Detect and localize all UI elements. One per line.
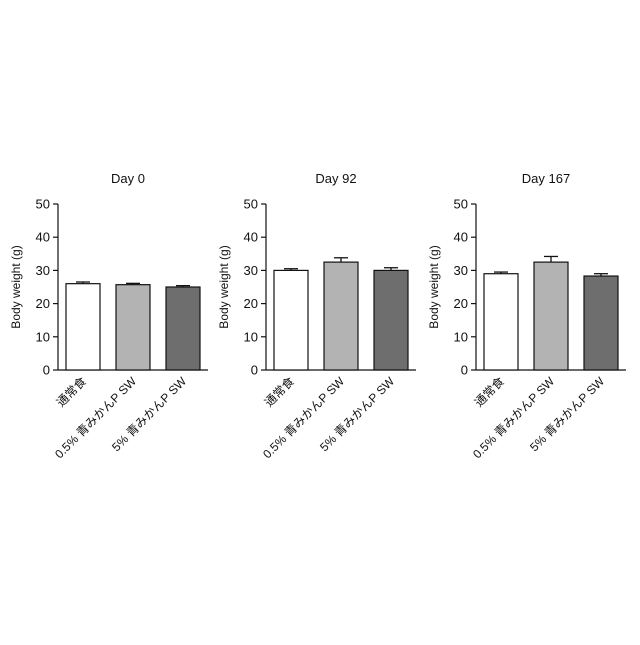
chart-panel-1: Day 92Body weight (g)01020304050通常食0.5% … [217,171,416,461]
y-tick-label: 30 [454,263,468,278]
y-tick-label: 10 [36,329,50,344]
bar-charts: Day 0Body weight (g)01020304050通常食0.5% 青… [0,0,640,640]
category-label-0: 通常食 [471,374,507,410]
y-tick-label: 50 [36,197,50,212]
y-tick-label: 20 [244,296,258,311]
y-tick-label: 10 [244,329,258,344]
y-tick-label: 40 [454,230,468,245]
bar-2 [374,270,408,370]
y-tick-label: 0 [251,363,258,378]
bar-0 [274,270,308,370]
figure-container: Day 0Body weight (g)01020304050通常食0.5% 青… [0,0,640,640]
y-tick-label: 50 [244,197,258,212]
bar-1 [324,262,358,370]
chart-title: Day 92 [315,171,356,186]
chart-panel-2: Day 167Body weight (g)01020304050通常食0.5%… [427,171,626,461]
chart-panel-0: Day 0Body weight (g)01020304050通常食0.5% 青… [9,171,208,461]
bar-1 [534,262,568,370]
y-axis-label: Body weight (g) [217,245,231,328]
category-label-0: 通常食 [53,374,89,410]
y-tick-label: 20 [454,296,468,311]
chart-title: Day 167 [522,171,570,186]
chart-title: Day 0 [111,171,145,186]
bar-2 [166,287,200,370]
y-axis-label: Body weight (g) [427,245,441,328]
y-tick-label: 20 [36,296,50,311]
y-axis-label: Body weight (g) [9,245,23,328]
category-label-0: 通常食 [261,374,297,410]
y-tick-label: 40 [36,230,50,245]
y-tick-label: 50 [454,197,468,212]
y-tick-label: 30 [244,263,258,278]
y-tick-label: 10 [454,329,468,344]
bar-2 [584,276,618,370]
bar-1 [116,285,150,370]
bar-0 [484,274,518,370]
bar-0 [66,284,100,370]
y-tick-label: 30 [36,263,50,278]
y-tick-label: 0 [43,363,50,378]
y-tick-label: 0 [461,363,468,378]
y-tick-label: 40 [244,230,258,245]
